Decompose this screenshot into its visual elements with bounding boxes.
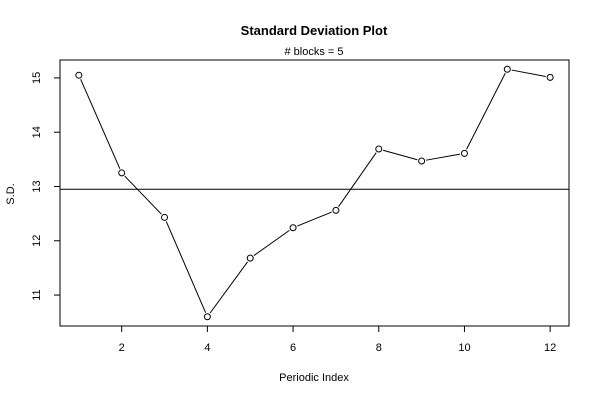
series-segment-2 (124, 175, 162, 215)
y-tick-label-14: 14 (31, 126, 43, 138)
series-segment-8 (382, 149, 418, 161)
series-segment-1 (80, 79, 121, 169)
series-segment-3 (165, 221, 207, 313)
data-point-6 (289, 224, 297, 232)
y-tick-label-11: 11 (31, 289, 43, 300)
data-point-1 (75, 71, 83, 79)
x-tick-label-12: 12 (544, 342, 556, 354)
x-tick-label-6: 6 (290, 342, 296, 354)
data-point-11 (503, 65, 511, 73)
y-axis-label: S.D. (5, 183, 17, 204)
data-point-2 (118, 169, 126, 177)
series-segment-7 (338, 152, 377, 207)
x-tick-label-8: 8 (376, 342, 382, 354)
plot-frame (59, 59, 570, 327)
series-segment-4 (209, 261, 248, 314)
data-point-7 (332, 206, 340, 214)
series-segment-6 (297, 211, 332, 227)
data-point-12 (546, 73, 554, 81)
data-point-10 (460, 149, 468, 157)
x-tick-label-4: 4 (204, 342, 210, 354)
data-point-3 (161, 213, 169, 221)
data-point-5 (246, 254, 254, 262)
series-segment-5 (253, 229, 290, 256)
y-tick-label-12: 12 (31, 235, 43, 247)
data-point-4 (203, 313, 211, 321)
series-segment-10 (466, 73, 506, 150)
x-tick-label-2: 2 (119, 342, 125, 354)
chart-title: Standard Deviation Plot (241, 23, 388, 38)
y-tick-label-15: 15 (31, 72, 43, 84)
series-segment-9 (425, 153, 461, 161)
data-point-8 (375, 145, 383, 153)
chart-subtitle: # blocks = 5 (284, 46, 343, 58)
series-segment-11 (511, 69, 546, 78)
x-tick-label-10: 10 (458, 342, 470, 354)
data-point-9 (418, 157, 426, 165)
x-axis-label: Periodic Index (279, 372, 349, 384)
y-tick-label-13: 13 (31, 180, 43, 192)
